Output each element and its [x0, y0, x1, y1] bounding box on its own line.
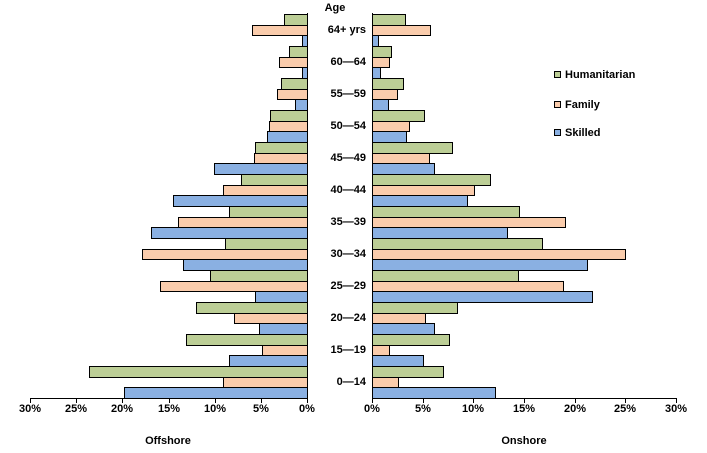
- x-axis-tick: [625, 399, 626, 403]
- age-label-6064: 60—64: [330, 56, 366, 68]
- x-axis-tick: [307, 399, 308, 403]
- legend-swatch-skilled: [554, 129, 561, 136]
- x-axis-line-offshore: [30, 398, 308, 399]
- bar-onshore-skilled-3034: [372, 259, 588, 271]
- bar-offshore-skilled-3539: [151, 227, 308, 239]
- bar-onshore-skilled-5054: [372, 131, 407, 143]
- age-axis-title: Age: [324, 2, 346, 14]
- x-axis-tick: [261, 399, 262, 403]
- age-label-4044: 40—44: [330, 184, 366, 196]
- age-label-4549: 45—49: [330, 152, 366, 164]
- x-axis-tick: [676, 399, 677, 403]
- age-label-2529: 25—29: [330, 280, 366, 292]
- bar-onshore-skilled-5559: [372, 99, 389, 111]
- age-label-014: 0—14: [336, 376, 366, 388]
- x-axis-tick-label: 25%: [613, 403, 637, 415]
- bar-onshore-skilled-2024: [372, 323, 435, 335]
- x-axis-tick: [76, 399, 77, 403]
- x-axis-tick-label: 15%: [512, 403, 536, 415]
- age-label-3539: 35—39: [330, 216, 366, 228]
- bar-offshore-skilled-4549: [214, 163, 308, 175]
- legend-label-skilled: Skilled: [565, 127, 601, 139]
- legend-label-humanitarian: Humanitarian: [565, 69, 636, 81]
- bar-onshore-skilled-3539: [372, 227, 508, 239]
- legend-label-family: Family: [565, 99, 600, 111]
- x-axis-tick: [372, 399, 373, 403]
- x-axis-tick: [215, 399, 216, 403]
- bar-offshore-skilled-4044: [173, 195, 308, 207]
- age-label-5054: 50—54: [330, 120, 366, 132]
- age-label-1519: 15—19: [330, 344, 366, 356]
- x-axis-tick-label: 10%: [203, 403, 227, 415]
- x-axis-tick-label: 15%: [157, 403, 181, 415]
- bar-onshore-skilled-4044: [372, 195, 468, 207]
- x-axis-line-onshore: [372, 398, 677, 399]
- x-axis-tick-label: 5%: [415, 403, 431, 415]
- bar-onshore-family-64+yrs: [372, 25, 431, 36]
- legend-swatch-family: [554, 101, 561, 108]
- bar-onshore-skilled-4549: [372, 163, 435, 175]
- age-label-3034: 30—34: [330, 248, 366, 260]
- bar-onshore-skilled-6064: [372, 67, 381, 79]
- bar-offshore-skilled-3034: [183, 259, 308, 271]
- x-axis-tick-label: 0%: [299, 403, 315, 415]
- onshore-axis-title: Onshore: [501, 435, 547, 447]
- x-axis-tick-label: 30%: [18, 403, 42, 415]
- x-axis-tick-label: 25%: [64, 403, 88, 415]
- x-axis-tick: [423, 399, 424, 403]
- x-axis-tick-label: 0%: [364, 403, 380, 415]
- x-axis-tick: [30, 399, 31, 403]
- x-axis-tick-label: 10%: [461, 403, 485, 415]
- x-axis-tick: [122, 399, 123, 403]
- age-label-2024: 20—24: [330, 312, 366, 324]
- age-label-5559: 55—59: [330, 88, 366, 100]
- x-axis-tick-label: 20%: [563, 403, 587, 415]
- zero-baseline-onshore: [372, 13, 373, 398]
- x-axis-tick-label: 5%: [253, 403, 269, 415]
- x-axis-tick: [575, 399, 576, 403]
- zero-baseline-offshore: [307, 13, 308, 398]
- x-axis-tick: [169, 399, 170, 403]
- bar-onshore-skilled-64+yrs: [372, 35, 379, 47]
- offshore-axis-title: Offshore: [145, 435, 191, 447]
- x-axis-tick-label: 30%: [664, 403, 688, 415]
- bar-onshore-skilled-1519: [372, 355, 424, 367]
- x-axis-tick: [524, 399, 525, 403]
- x-axis-tick: [473, 399, 474, 403]
- x-axis-tick-label: 20%: [110, 403, 134, 415]
- legend-swatch-humanitarian: [554, 71, 561, 78]
- bar-onshore-skilled-2529: [372, 291, 593, 303]
- age-label-64+yrs: 64+ yrs: [327, 24, 366, 36]
